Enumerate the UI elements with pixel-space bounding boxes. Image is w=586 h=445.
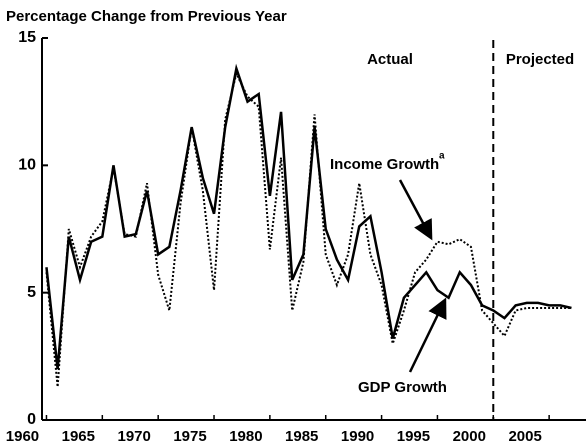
footnote-mark: a bbox=[439, 151, 445, 162]
x-tick-label: 1965 bbox=[62, 428, 95, 445]
y-tick-label: 0 bbox=[27, 411, 36, 428]
x-tick-label: 1970 bbox=[117, 428, 150, 445]
chart-title: Percentage Change from Previous Year bbox=[6, 8, 287, 25]
projected-label: Projected bbox=[506, 51, 574, 68]
x-tick-label: 2005 bbox=[508, 428, 541, 445]
series-line bbox=[45, 63, 572, 370]
income-label: Income Growth bbox=[330, 156, 439, 173]
x-tick-label: 1985 bbox=[285, 428, 318, 445]
x-tick-label: 1975 bbox=[173, 428, 206, 445]
x-tick-label: 1960 bbox=[6, 428, 39, 445]
income-arrow bbox=[398, 179, 433, 241]
y-tick-label: 15 bbox=[18, 29, 36, 46]
x-tick-label: 2000 bbox=[453, 428, 486, 445]
x-tick-label: 1980 bbox=[229, 428, 262, 445]
x-tick-label: 1990 bbox=[341, 428, 374, 445]
gdp-arrow bbox=[408, 297, 447, 373]
y-tick-label: 5 bbox=[27, 284, 36, 301]
actual-label: Actual bbox=[367, 51, 413, 68]
x-tick-label: 1995 bbox=[397, 428, 430, 445]
series-line bbox=[45, 70, 572, 387]
gdp-label: GDP Growth bbox=[358, 379, 447, 396]
y-tick-label: 10 bbox=[18, 157, 36, 174]
